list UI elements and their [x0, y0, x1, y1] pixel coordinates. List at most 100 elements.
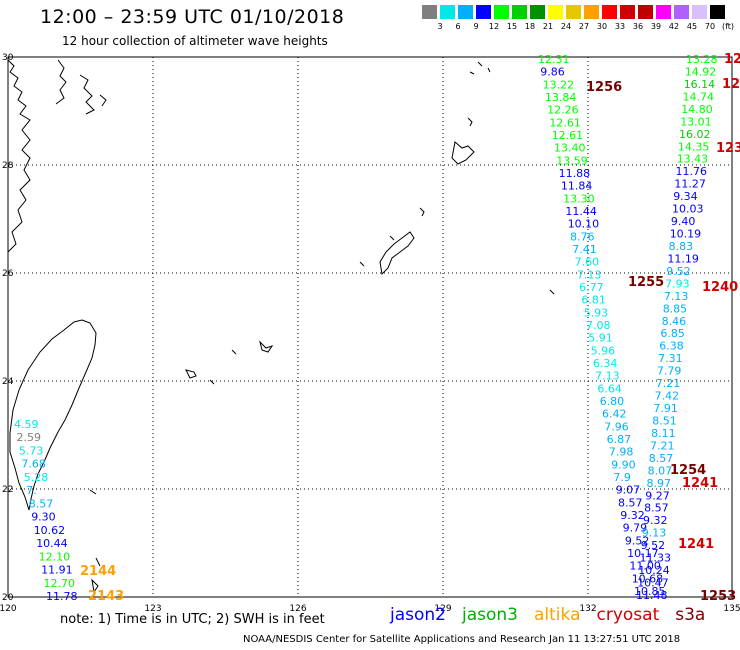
wave-height-value: 5.91: [588, 332, 613, 345]
wave-height-value: 5.28: [24, 471, 49, 484]
wave-height-value: 6.77: [579, 281, 604, 294]
scale-label: 15: [506, 22, 518, 31]
scale-label: 21: [542, 22, 554, 31]
legend-s3a: s3a: [675, 605, 706, 625]
scale-label: (ft): [721, 22, 735, 31]
wave-height-value: 8.85: [663, 302, 688, 315]
x-tick-label: 132: [579, 604, 596, 614]
x-tick-label: 120: [0, 604, 17, 614]
scale-label: 12: [488, 22, 500, 31]
x-tick-label: 126: [289, 604, 306, 614]
scale-label: 30: [596, 22, 608, 31]
scale-label: 42: [668, 22, 680, 31]
x-tick-label: 129: [434, 604, 451, 614]
wave-height-value: 10.03: [672, 203, 704, 216]
y-tick-label: 30: [2, 53, 14, 63]
wave-height-value: 13.84: [545, 91, 577, 104]
wave-height-value: 10.17: [627, 547, 659, 560]
wave-height-value: 11.91: [41, 564, 73, 577]
scale-label: 39: [650, 22, 662, 31]
wave-height-value: 13.22: [543, 78, 575, 91]
pass-number-label: 1253: [700, 589, 736, 604]
wave-height-value: 7.98: [609, 446, 634, 459]
pass-number-label: 123: [716, 141, 740, 156]
wave-height-value: 8.57: [618, 496, 643, 509]
wave-height-value: 13.59: [556, 154, 588, 167]
wave-height-value: 14.35: [678, 140, 710, 153]
scale-swatch: [512, 5, 527, 19]
scale-swatch: [458, 5, 473, 19]
wave-height-value: 7.: [26, 484, 37, 497]
wave-height-value: 11.19: [667, 252, 699, 265]
x-tick-label: 135: [723, 604, 740, 614]
y-tick-label: 20: [2, 593, 14, 603]
wave-height-value: 7.42: [655, 390, 680, 403]
scale-swatch: [548, 5, 563, 19]
wave-height-value: 6.80: [600, 395, 625, 408]
wave-height-value: 8.07: [648, 464, 673, 477]
wave-height-value: 7.41: [572, 243, 597, 256]
map-subtitle: 12 hour collection of altimeter wave hei…: [62, 34, 328, 48]
scale-label: 3: [437, 22, 443, 31]
wave-height-value: 10.24: [638, 564, 670, 577]
wave-height-value: 9.90: [611, 458, 636, 471]
wave-height-value: 6.42: [602, 408, 627, 421]
pass-number-label: 12: [722, 77, 740, 92]
wave-height-value: 13.43: [677, 153, 709, 166]
pass-number-label: 1254: [670, 463, 706, 478]
wave-height-value: 7.13: [664, 290, 689, 303]
wave-height-value: 8.83: [669, 240, 694, 253]
wave-height-value: 7.93: [665, 277, 690, 290]
wave-height-value: 12.70: [44, 577, 76, 590]
wave-height-value: 12.31: [538, 53, 570, 66]
wave-height-value: 10.62: [34, 524, 65, 537]
wave-height-value: 16.14: [684, 78, 716, 91]
wave-height-value: 14.80: [681, 103, 713, 116]
wave-height-value: 6.81: [581, 294, 606, 307]
wave-height-value: 9.30: [31, 511, 56, 524]
wave-height-value: 10.68: [632, 572, 664, 585]
satellite-legend: jason2 jason3 altika cryosat s3a: [390, 605, 705, 625]
pass-number-label: 1255: [628, 275, 664, 290]
wave-height-value: 6.34: [593, 357, 618, 370]
graticule: [8, 57, 732, 597]
track-a-values: 12.319.8613.2213.8412.2612.6112.6113.401…: [538, 53, 666, 598]
scale-swatch: [674, 5, 689, 19]
wave-height-value: 9.86: [540, 66, 565, 79]
wave-height-value: 12.10: [39, 550, 71, 563]
track-b-values: 13.2814.9216.1414.7414.8013.0116.0214.35…: [636, 53, 718, 602]
scale-swatch: [692, 5, 707, 19]
scale-label: 18: [524, 22, 536, 31]
scale-label: 33: [614, 22, 626, 31]
wave-height-value: 12.26: [547, 104, 579, 117]
map-frame: [7, 56, 733, 598]
legend-altika: altika: [534, 605, 581, 625]
wave-height-value: 6.87: [607, 433, 632, 446]
wave-height-value: 6.64: [597, 382, 622, 395]
y-tick-label: 28: [2, 161, 14, 171]
wave-height-value: 12.61: [552, 129, 584, 142]
wave-height-value: 11.44: [565, 205, 597, 218]
wave-height-value: 11.00: [629, 560, 661, 573]
wave-height-value: 9.52: [625, 534, 650, 547]
wave-height-value: 9.34: [673, 190, 698, 203]
x-tick-label: 123: [144, 604, 161, 614]
wave-height-value: 7.21: [656, 377, 681, 390]
pass-number-label: 2144: [80, 564, 116, 579]
legend-jason3: jason3: [462, 605, 518, 625]
scale-swatch: [440, 5, 455, 19]
wave-height-value: 9.32: [620, 509, 645, 522]
wave-height-value: 9.52: [641, 539, 666, 552]
y-tick-label: 24: [2, 377, 14, 387]
wave-height-value: 5.96: [591, 344, 616, 357]
wave-height-value: 11.33: [640, 552, 672, 565]
scale-label: 36: [632, 22, 644, 31]
wave-height-value: 10.19: [670, 228, 702, 241]
wave-height-value: 8.97: [647, 477, 672, 490]
scale-label: 70: [704, 22, 716, 31]
wave-height-value: 7.79: [657, 365, 682, 378]
wave-height-value: 14.92: [685, 66, 717, 79]
units-note: note: 1) Time is in UTC; 2) SWH is in fe…: [60, 612, 325, 627]
wave-height-value: 4.59: [14, 418, 39, 431]
